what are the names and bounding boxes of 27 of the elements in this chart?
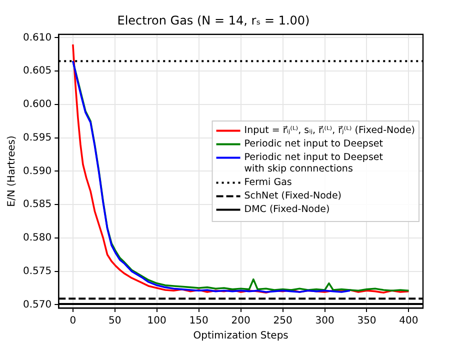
- x-tick-label: 250: [273, 316, 292, 327]
- y-tick-label: 0.580: [22, 232, 52, 244]
- x-tick-label: 50: [108, 316, 122, 327]
- x-axis-title: Optimization Steps: [193, 330, 288, 342]
- y-tick-label: 0.610: [22, 32, 52, 44]
- x-tick-label: 300: [315, 316, 334, 327]
- y-tick-label: 0.575: [22, 266, 52, 277]
- y-axis-title: E/N (Hartrees): [6, 135, 18, 207]
- x-tick-label: 200: [231, 316, 250, 327]
- legend-label: DMC (Fixed-Node): [244, 204, 330, 216]
- x-tick-label: 0: [70, 316, 76, 327]
- x-tick-label: 400: [399, 316, 418, 327]
- legend-label: SchNet (Fixed-Node): [244, 190, 342, 202]
- y-tick-label: 0.585: [22, 199, 52, 210]
- x-tick-label: 350: [357, 316, 376, 327]
- legend-label: Input = r⃗ᵢⱼ⁽ᴸ⁾, sᵢⱼ, r⃗ᵢ⁽ᴸ⁾, r⃗ⱼ⁽ᴸ⁾ (Fixed-Node): [244, 125, 416, 136]
- legend-label: Fermi Gas: [244, 177, 292, 188]
- y-tick-label: 0.595: [22, 132, 52, 144]
- chart-title: Electron Gas (N = 14, rₛ = 1.00): [117, 13, 310, 28]
- y-tick-label: 0.600: [22, 99, 52, 110]
- y-tick-label: 0.570: [22, 299, 52, 310]
- x-tick-label: 100: [147, 316, 166, 327]
- y-tick-label: 0.590: [22, 166, 52, 177]
- legend-label: Periodic net input to Deepset: [244, 138, 384, 150]
- y-tick-label: 0.605: [22, 66, 52, 77]
- legend-label: Periodic net input to Deepset with skip connnections: [244, 152, 384, 175]
- x-tick-label: 150: [189, 316, 208, 327]
